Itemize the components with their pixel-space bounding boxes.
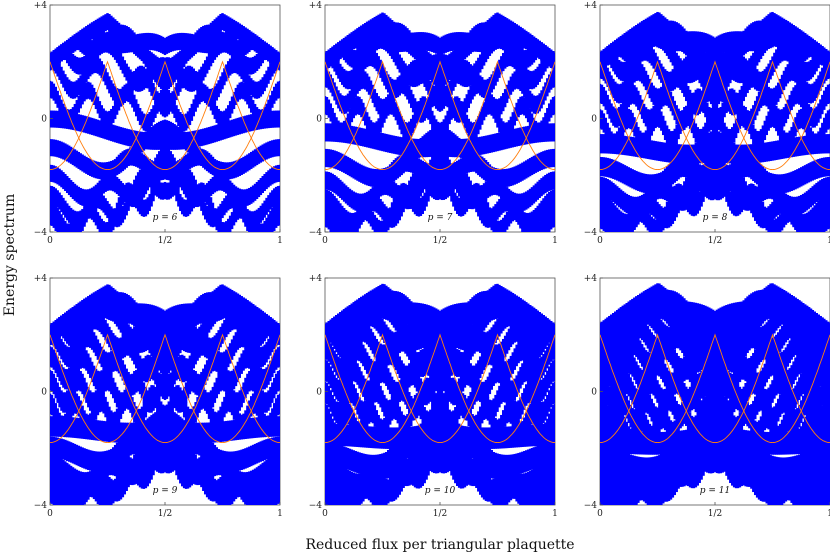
edge-state-curves [600,333,830,444]
y-tick-label: 0 [316,115,322,125]
edge-state-curves [325,333,555,444]
y-tick-label: −4 [34,501,48,511]
x-tick-label: 0 [47,509,53,519]
y-tick-label: +4 [309,1,323,11]
spectrum-bands [600,11,830,232]
panels-group: +40−401/21p = 6+40−401/21p = 7+40−401/21… [34,1,830,519]
spectrum-bands [325,12,555,232]
spectrum-bands [600,283,830,505]
panel-p8: +40−401/21p = 8 [584,1,830,246]
x-tick-label: 0 [322,236,328,246]
x-tick-label: 0 [322,509,328,519]
panel-label: p = 10 [425,486,456,496]
x-tick-label: 1 [277,236,283,246]
x-tick-label: 0 [597,509,603,519]
panel-label: p = 11 [700,486,730,496]
panel-label: p = 7 [428,213,453,223]
x-tick-label: 1/2 [433,236,447,246]
x-tick-label: 1 [552,509,558,519]
x-tick-label: 1 [827,509,830,519]
x-tick-label: 1/2 [433,509,447,519]
x-tick-label: 1/2 [158,236,172,246]
y-tick-label: +4 [309,274,323,284]
edge-state-curves [325,60,555,171]
y-tick-label: −4 [309,501,323,511]
panel-p10: +40−40 1/2 1p = 10 [309,274,558,519]
panel-label: p = 9 [153,486,178,496]
x-tick-label: 1 [277,509,283,519]
x-axis-label: Reduced flux per triangular plaquette [305,537,574,553]
y-tick-label: −4 [584,228,598,238]
y-tick-label: +4 [584,274,598,284]
y-tick-label: 0 [41,115,47,125]
x-tick-label: 1/2 [708,236,722,246]
spectrum-bands [50,13,280,232]
x-tick-label: 1/2 [708,509,722,519]
y-tick-label: 0 [591,115,597,125]
panel-p6: +40−40 1/2 1p = 6 [34,1,283,246]
y-tick-label: 0 [591,388,597,398]
y-tick-label: 0 [316,388,322,398]
x-tick-label: 1 [827,236,830,246]
panel-label: p = 6 [153,213,178,223]
y-tick-label: +4 [584,1,598,11]
panel-label: p = 8 [703,213,728,223]
panel-p7: +40−40 1/2 1p = 7 [309,1,558,246]
y-tick-label: −4 [34,228,48,238]
y-tick-label: 0 [41,388,47,398]
edge-state-curves [50,60,280,171]
edge-state-curves [50,333,280,444]
y-axis-label: Energy spectrum [2,194,18,316]
y-tick-label: +4 [34,274,48,284]
x-tick-label: 1 [552,236,558,246]
x-tick-label: 0 [47,236,53,246]
panel-p11: +40−401/21p = 11 [584,274,830,519]
edge-state-curves [600,60,830,171]
x-tick-label: 1/2 [158,509,172,519]
y-tick-label: −4 [584,501,598,511]
x-tick-label: 0 [597,236,603,246]
y-tick-label: −4 [309,228,323,238]
panel-p9: +40−40 1/2 1p = 9 [34,274,283,519]
y-tick-label: +4 [34,1,48,11]
